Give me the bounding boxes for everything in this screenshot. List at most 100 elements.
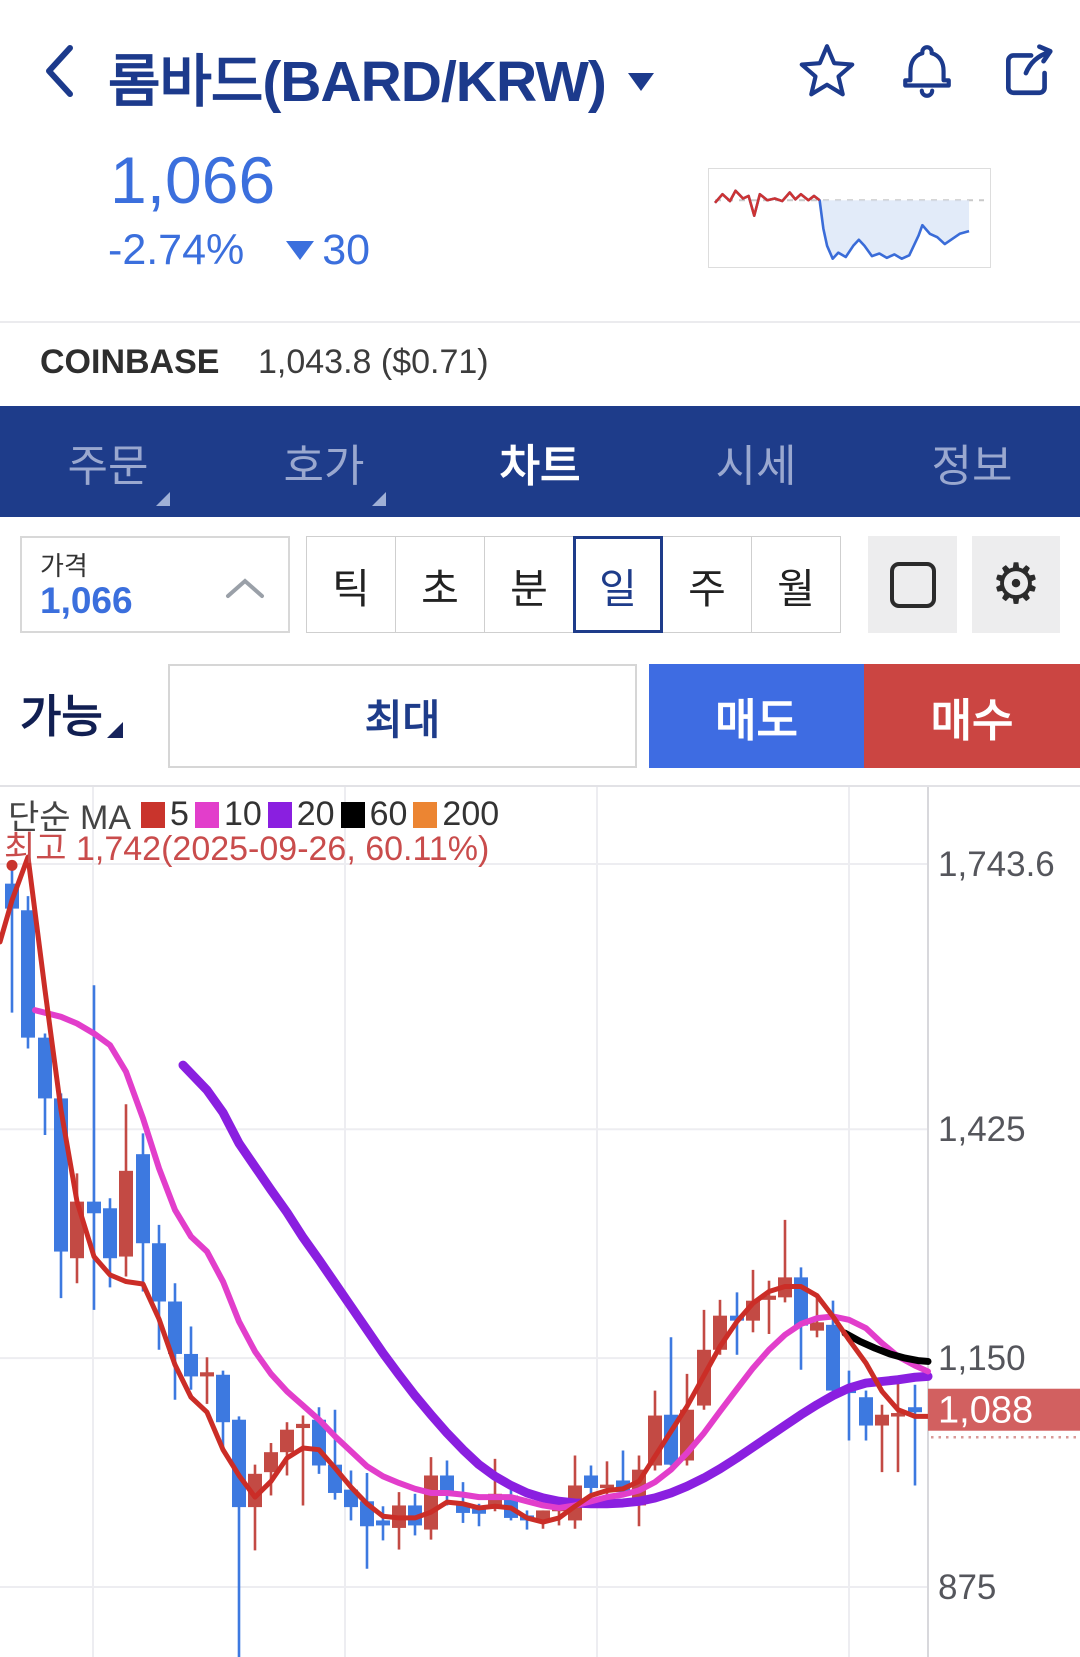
ma-line-ma10 [32, 1007, 931, 1511]
chart-settings-button[interactable]: ⚙ [972, 536, 1060, 633]
candle-body [424, 1475, 438, 1530]
ma-line-ma5 [0, 854, 931, 1525]
ma-period-label: 10 [223, 795, 262, 833]
chevron-down-icon [627, 73, 654, 91]
gear-icon: ⚙ [990, 551, 1042, 617]
candle-body [762, 1295, 776, 1300]
candle-body [891, 1413, 905, 1417]
interval-tick[interactable]: 틱 [306, 536, 396, 633]
candle-body [376, 1520, 390, 1526]
ma-period-label: 5 [170, 795, 189, 833]
y-axis-label: 1,743.6 [938, 845, 1055, 884]
candle-body [536, 1510, 550, 1521]
mini-sparkline-chart[interactable] [708, 168, 991, 268]
ma-legend: 단순 MA 5 10 20 60 200 [8, 790, 505, 839]
y-axis-label: 1,425 [938, 1110, 1026, 1149]
available-label: 가능 [20, 691, 103, 742]
candle-body [136, 1154, 150, 1244]
interval-second[interactable]: 초 [395, 536, 485, 633]
available-dropdown[interactable]: 가능 [20, 680, 123, 745]
candle-body [152, 1243, 166, 1302]
interval-month[interactable]: 월 [751, 536, 841, 633]
buy-button[interactable]: 매수 [864, 664, 1080, 768]
interval-day[interactable]: 일 [573, 536, 663, 633]
ma-legend-item: 20 [267, 795, 335, 834]
candle-body [200, 1372, 214, 1377]
exchange-reference-row: COINBASE 1,043.8 ($0.71) [0, 323, 1080, 406]
ma-color-swatch [340, 801, 365, 828]
chevron-up-icon [224, 576, 266, 605]
triangle-down-icon [106, 722, 123, 738]
share-icon[interactable] [1000, 42, 1056, 105]
chart-style-dropdown[interactable]: 가격 1,066 [20, 536, 290, 633]
current-price: 1,066 [110, 143, 276, 217]
ma-legend-item: 60 [340, 795, 407, 834]
interval-minute[interactable]: 분 [484, 536, 574, 633]
candle-body [280, 1429, 294, 1453]
ma-legend-title: 단순 MA [8, 799, 132, 837]
high-annotation: 최고 1,742(2025-09-26, 60.11%) [4, 830, 490, 868]
favorite-star-icon[interactable] [798, 42, 856, 105]
candle-body [168, 1301, 182, 1354]
candle-body [296, 1423, 310, 1429]
y-axis-label: 1,150 [938, 1339, 1026, 1378]
candle-body [232, 1419, 246, 1508]
tab-quotes-label: 시세 [715, 441, 797, 491]
tab-order-label: 주문 [67, 441, 149, 491]
price-badge-value: 1,088 [938, 1390, 1033, 1432]
price-summary: 1,066 -2.74% 30 [0, 140, 1080, 382]
tab-info[interactable]: 정보 [864, 406, 1080, 517]
tab-order[interactable]: 주문 [0, 406, 216, 517]
candle-body [216, 1374, 230, 1423]
change-percent: -2.74% [108, 226, 245, 274]
exchange-price: 1,043.8 ($0.71) [258, 343, 489, 381]
y-axis-label: 875 [938, 1568, 996, 1607]
ma-color-swatch [141, 801, 166, 828]
ma-color-swatch [194, 801, 219, 828]
ma-period-label: 20 [296, 795, 335, 833]
price-change-row: -2.74% 30 [108, 226, 370, 275]
ma-period-label: 200 [442, 795, 500, 833]
candlestick-chart-area[interactable]: 1,743.6 1,425 1,150 875 1,088 단순 MA 5 10 20 60 2… [0, 785, 1080, 1657]
change-amount: 30 [322, 226, 371, 274]
tab-quotes[interactable]: 시세 [648, 406, 864, 517]
candle-body [440, 1475, 454, 1495]
candle-body [87, 1201, 101, 1214]
tab-sub-triangle-icon [372, 491, 387, 506]
high-point-marker [6, 859, 18, 871]
ma-line-ma60 [841, 1329, 932, 1365]
chart-compare-checkbox[interactable] [868, 536, 957, 633]
interval-week[interactable]: 주 [662, 536, 752, 633]
candle-body [21, 910, 35, 1038]
ma-legend-item: 10 [194, 795, 262, 834]
tab-chart-label: 차트 [499, 441, 581, 491]
tab-orderbook[interactable]: 호가 [216, 406, 432, 517]
tab-chart[interactable]: 차트 [432, 406, 648, 517]
candle-body [248, 1473, 262, 1508]
ma-color-swatch [267, 801, 292, 828]
pair-selector[interactable]: 롬바드(BARD/KRW) [108, 36, 654, 118]
candle-body [264, 1452, 278, 1473]
max-button[interactable]: 최대 [168, 664, 637, 768]
ma-legend-item: 200 [413, 795, 499, 834]
candle-body [810, 1322, 824, 1331]
notification-bell-icon[interactable] [900, 42, 954, 105]
candle-body [184, 1353, 198, 1377]
candle-body [859, 1397, 873, 1426]
exchange-name: COINBASE [40, 343, 220, 381]
divider [0, 321, 1080, 323]
main-chart-svg: 1,743.6 1,425 1,150 875 1,088 [0, 787, 1080, 1657]
price-badge [928, 1388, 1080, 1431]
candle-body [472, 1508, 486, 1514]
candle-body [600, 1484, 614, 1489]
candle-body [826, 1324, 840, 1391]
back-icon[interactable] [40, 40, 80, 107]
ma-legend-item: 5 [141, 795, 189, 834]
change-down-icon [286, 241, 315, 260]
candle-body [456, 1505, 470, 1513]
sell-button[interactable]: 매도 [649, 664, 864, 768]
main-tab-bar: 주문 호가 차트 시세 정보 [0, 406, 1080, 517]
tab-sub-triangle-icon [156, 491, 171, 506]
